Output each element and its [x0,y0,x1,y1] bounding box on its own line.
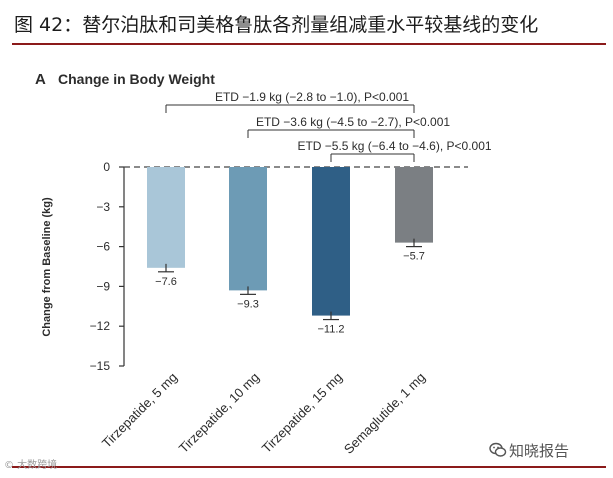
title-rule [12,43,606,45]
bottom-rule [12,466,606,468]
etd-annotation: ETD −3.6 kg (−4.5 to −2.7), P<0.001 [256,115,450,129]
panel-letter: A [35,71,46,88]
figure-title: 图 42：替尔泊肽和司美格鲁肽各剂量组减重水平较基线的变化 [14,14,539,36]
watermark-right: 知晓报告 [509,442,570,460]
bar [395,167,433,243]
watermark-left: © 大数跨境 [4,460,58,471]
chart-title: Change in Body Weight [58,71,215,87]
bar [229,167,267,291]
x-category-label: Tirzepatide, 10 mg [176,370,262,456]
etd-annotation: ETD −5.5 kg (−6.4 to −4.6), P<0.001 [297,139,491,153]
bar [147,167,185,268]
bar [312,167,350,316]
y-tick-label: −12 [90,319,111,333]
y-tick-label: −9 [96,279,110,293]
bar-value-label: −7.6 [155,276,177,288]
x-category-label: Tirzepatide, 5 mg [99,370,180,451]
y-tick-label: −15 [90,359,111,373]
wechat-icon [489,442,507,457]
x-category-label: Tirzepatide, 15 mg [259,370,345,456]
y-tick-label: 0 [103,160,110,174]
bar-value-label: −5.7 [403,251,425,263]
y-tick-label: −6 [96,240,110,254]
etd-annotation: ETD −1.9 kg (−2.8 to −1.0), P<0.001 [215,90,409,104]
bar-value-label: −9.3 [237,298,259,310]
y-tick-label: −3 [96,200,110,214]
x-category-label: Semaglutide, 1 mg [341,370,428,457]
y-axis-label: Change from Baseline (kg) [41,197,53,337]
bar-value-label: −11.2 [317,324,344,336]
